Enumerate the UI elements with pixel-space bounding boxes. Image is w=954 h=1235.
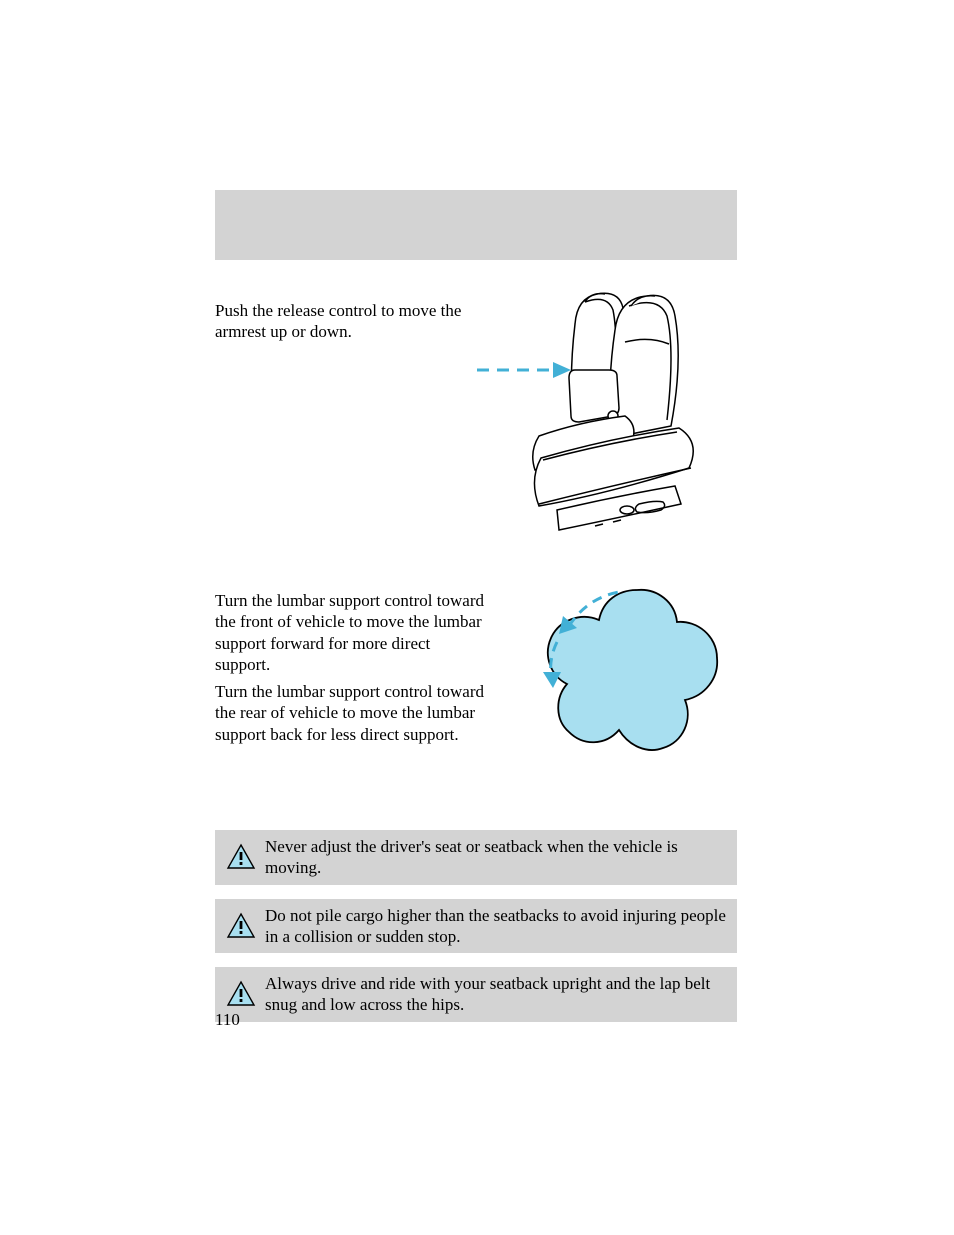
warning-icon [223,980,259,1008]
page: Push the release control to move the arm… [0,0,954,1235]
section-armrest: Push the release control to move the arm… [215,300,737,550]
section-lumbar: Turn the lumbar support control toward t… [215,590,737,790]
content-area: Push the release control to move the arm… [215,300,737,1036]
page-number: 110 [215,1010,240,1030]
section-armrest-text: Push the release control to move the arm… [215,300,475,343]
lumbar-knob-illustration [527,580,727,770]
warning-text-3: Always drive and ride with your seatback… [259,973,727,1016]
warning-text-2: Do not pile cargo higher than the seatba… [259,905,727,948]
warning-text-1: Never adjust the driver's seat or seatba… [259,836,727,879]
warnings-group: Never adjust the driver's seat or seatba… [215,830,737,1022]
figure-seats [477,288,737,543]
warning-box-3: Always drive and ride with your seatback… [215,967,737,1022]
seats-illustration [477,288,737,538]
warning-icon [223,843,259,871]
knob-shape [548,590,717,750]
figure-lumbar-knob [527,580,727,775]
para-lumbar-2: Turn the lumbar support control toward t… [215,681,485,745]
dashed-arrow-icon [477,362,571,378]
seat-cushion-outline [533,416,693,506]
para-lumbar-1: Turn the lumbar support control toward t… [215,590,485,675]
armrest-outline [569,370,619,422]
warning-icon [223,912,259,940]
warning-box-1: Never adjust the driver's seat or seatba… [215,830,737,885]
para-armrest: Push the release control to move the arm… [215,300,475,343]
section-lumbar-text: Turn the lumbar support control toward t… [215,590,485,745]
warning-box-2: Do not pile cargo higher than the seatba… [215,899,737,954]
section-header-bar [215,190,737,260]
